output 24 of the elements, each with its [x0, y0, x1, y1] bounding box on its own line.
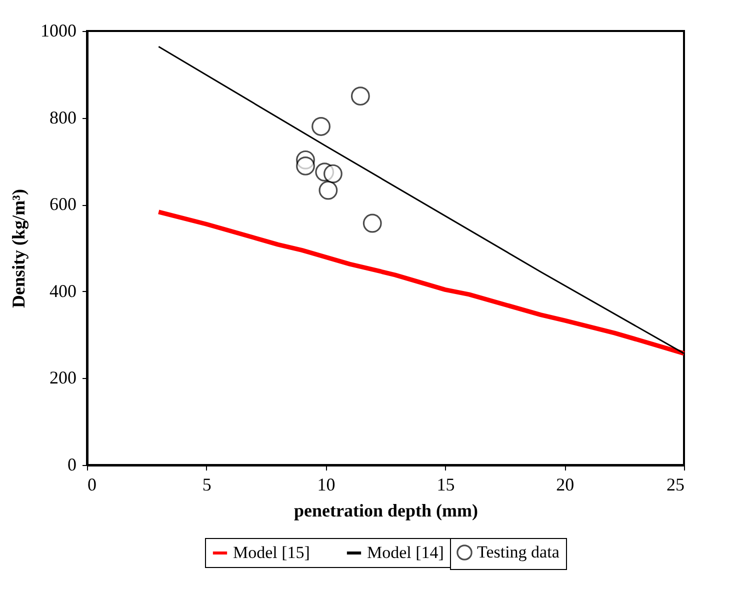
y-tick-label: 200	[50, 368, 76, 388]
x-tick-label: 15	[436, 474, 455, 494]
legend-label: Model [15]	[233, 543, 310, 562]
y-tick-label: 1000	[40, 20, 76, 40]
x-tick-label: 5	[202, 474, 212, 494]
y-tick-label: 800	[50, 107, 76, 128]
point	[318, 180, 338, 200]
point	[362, 214, 382, 233]
y-tick-label: 400	[50, 280, 76, 301]
y-tick-label: 0	[68, 454, 76, 474]
x-tick-label: 0	[88, 474, 96, 494]
x-tick-label: 25	[666, 474, 684, 494]
point	[296, 156, 315, 176]
y-tick-label: 600	[50, 194, 76, 214]
x-tick-label: 10	[317, 474, 336, 494]
point	[324, 164, 342, 184]
line-series	[156, 210, 686, 356]
point	[350, 86, 370, 106]
point	[312, 117, 330, 136]
x-axis-title: penetration depth (mm)	[294, 500, 478, 520]
y-axis-title: Density (kg/m³)	[8, 189, 28, 308]
legend-label: Model [14]	[367, 543, 444, 562]
x-tick-label: 20	[556, 474, 574, 494]
legend-label: Testing data	[477, 542, 560, 562]
